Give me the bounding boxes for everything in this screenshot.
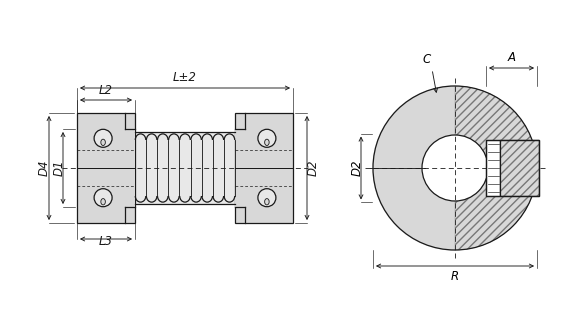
Bar — [77, 113, 135, 223]
Polygon shape — [373, 86, 455, 250]
Text: D2: D2 — [307, 160, 320, 176]
Bar — [486, 140, 539, 196]
Text: A: A — [508, 51, 516, 64]
Ellipse shape — [265, 139, 269, 146]
Ellipse shape — [101, 199, 105, 205]
Ellipse shape — [101, 139, 105, 146]
Bar — [125, 129, 135, 207]
Text: D2: D2 — [350, 160, 364, 176]
Circle shape — [422, 135, 488, 201]
Ellipse shape — [265, 199, 269, 205]
Bar — [500, 140, 539, 196]
Text: D4: D4 — [37, 160, 51, 176]
Circle shape — [258, 189, 276, 207]
Bar — [486, 140, 500, 196]
Text: L±2: L±2 — [173, 71, 197, 84]
Bar — [235, 113, 293, 223]
Text: C: C — [423, 53, 431, 66]
Text: L3: L3 — [99, 235, 113, 248]
Text: D1: D1 — [52, 160, 66, 176]
Bar — [500, 140, 539, 196]
Circle shape — [258, 129, 276, 147]
Text: R: R — [451, 270, 459, 283]
Bar — [235, 129, 245, 207]
Polygon shape — [455, 86, 537, 250]
Circle shape — [94, 129, 112, 147]
Circle shape — [94, 189, 112, 207]
Text: L2: L2 — [99, 84, 113, 97]
Bar — [135, 132, 235, 204]
